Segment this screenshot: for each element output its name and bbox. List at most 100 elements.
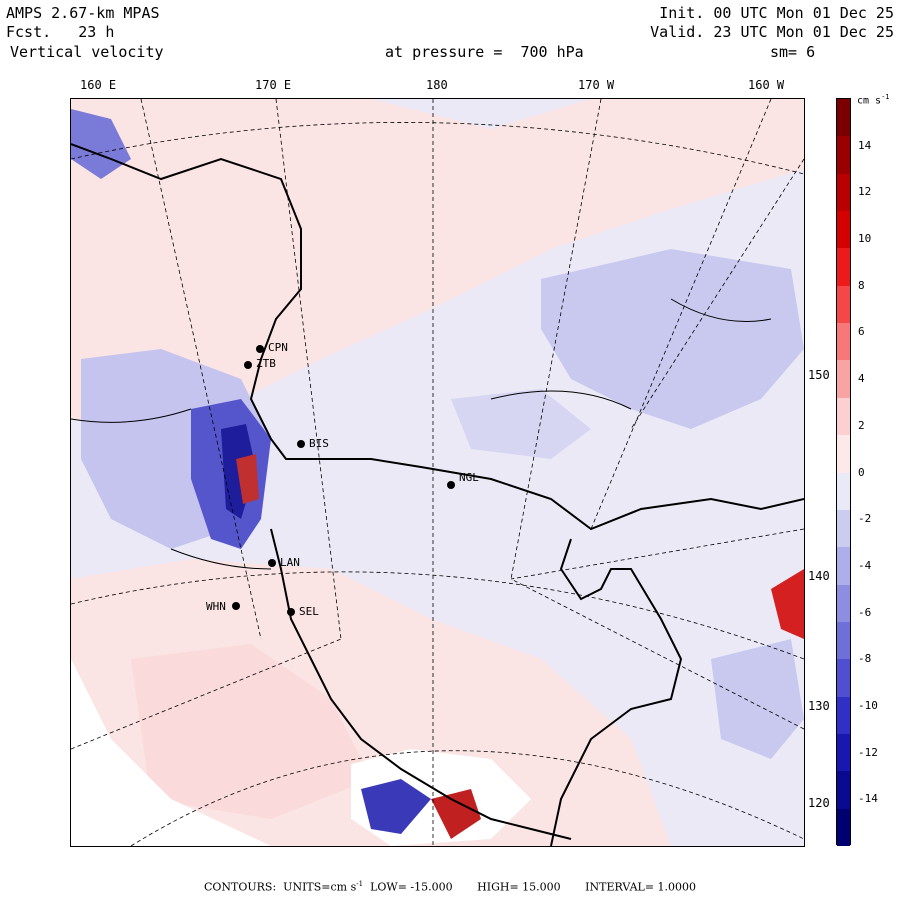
vertical-velocity-field xyxy=(71,99,804,846)
footer-interval: INTERVAL= 1.0000 xyxy=(585,880,697,894)
station-dot-bis xyxy=(297,440,305,448)
model-title: AMPS 2.67-km MPAS xyxy=(6,4,160,22)
meridian-170w xyxy=(510,99,602,580)
meridian-150w xyxy=(630,158,804,430)
pressure-value: 700 hPa xyxy=(520,43,584,61)
colorbar-units-exponent: -1 xyxy=(881,93,890,101)
coastline-ross-north xyxy=(71,143,804,531)
meridian-130w xyxy=(510,578,804,730)
init-time: Init. 00 UTC Mon 01 Dec 25 xyxy=(659,4,894,22)
pressure-label: at pressure = xyxy=(385,43,503,61)
pressure-level: at pressure = 700 hPa xyxy=(385,43,584,61)
colorbar-segment xyxy=(837,136,850,175)
station-dot-cpn xyxy=(256,345,264,353)
footer-units: UNITS=cm s xyxy=(283,880,357,894)
colorbar-segment xyxy=(837,771,850,810)
coastline-ice-shelf xyxy=(550,538,683,846)
lon-label-160w: 160 W xyxy=(748,78,785,92)
colorbar-segment xyxy=(837,696,850,735)
latitude-circle-north xyxy=(71,122,804,175)
colorbar-units-text: cm s xyxy=(857,95,882,107)
forecast-label-text: Fcst. xyxy=(6,23,52,41)
ascent-max-east xyxy=(771,569,804,639)
footer: CONTOURS: UNITS=cm s-1 LOW= -15.000 HIGH… xyxy=(0,880,900,894)
negative-region-plateau xyxy=(541,249,804,429)
station-label-lan: LAN xyxy=(280,556,300,569)
colorbar-tick-label: -4 xyxy=(858,558,872,572)
valid-time: Valid. 23 UTC Mon 01 Dec 25 xyxy=(650,23,894,41)
colorbar-tick-label: 2 xyxy=(858,418,865,432)
colorbar-segment xyxy=(837,509,850,548)
station-label-sel: SEL xyxy=(299,605,319,618)
lon-label-180: 180 xyxy=(426,78,448,92)
ascent-core xyxy=(236,454,259,504)
colorbar-tick-label: 12 xyxy=(858,185,872,199)
colorbar-tick-label: -6 xyxy=(858,605,872,619)
colorbar-tick-label: -2 xyxy=(858,512,872,526)
colorbar-segment xyxy=(837,584,850,623)
station-label-ngl: NGL xyxy=(459,471,479,484)
colorbar-segment xyxy=(837,211,850,249)
colorbar-tick-label: 4 xyxy=(858,372,865,386)
station-label-bis: BIS xyxy=(309,437,329,450)
positive-region-north xyxy=(71,99,804,429)
lon-label-160e: 160 E xyxy=(80,78,117,92)
colorbar-segment xyxy=(837,435,850,473)
colorbar-segment xyxy=(837,99,850,137)
colorbar-segment xyxy=(837,173,850,212)
colorbar xyxy=(836,98,851,847)
footer-low: LOW= -15.000 xyxy=(370,880,453,894)
smoothing: sm= 6 xyxy=(770,43,816,61)
colorbar-segment xyxy=(837,547,850,586)
forecast-hour: 23 h xyxy=(78,23,115,41)
colorbar-segment xyxy=(837,733,850,772)
colorbar-segment xyxy=(837,808,850,847)
negative-region-east xyxy=(711,639,804,759)
colorbar-segment xyxy=(837,621,850,660)
colorbar-tick-label: 8 xyxy=(858,278,865,292)
latitude-circle-south xyxy=(130,750,804,846)
colorbar-units: cm s-1 xyxy=(857,93,890,106)
colorbar-tick-label: -14 xyxy=(858,792,878,806)
map-panel xyxy=(70,98,805,847)
colorbar-segment xyxy=(837,397,850,436)
colorbar-tick-label: 0 xyxy=(858,465,865,479)
station-label-cpn: CPN xyxy=(268,341,288,354)
contour-lines xyxy=(71,298,772,570)
meridian-160e xyxy=(140,99,262,640)
station-dot-lan xyxy=(268,559,276,567)
colorbar-tick-label: -12 xyxy=(858,745,878,759)
meridian-160w xyxy=(590,99,772,530)
latitude-circle-middle xyxy=(71,571,804,660)
colorbar-segment xyxy=(837,472,850,511)
terrain-mask-west xyxy=(71,659,271,846)
colorbar-tick-label: 10 xyxy=(858,232,872,246)
coastline-west xyxy=(270,528,572,840)
footer-contours-label: CONTOURS: xyxy=(203,880,277,894)
station-label-whn: WHN xyxy=(206,600,226,613)
colorbar-segment xyxy=(837,323,850,361)
ascent-core-south xyxy=(431,789,481,839)
colorbar-segment xyxy=(837,360,850,399)
forecast-label: Fcst. 23 h xyxy=(6,23,114,41)
positive-region-ross xyxy=(131,644,371,819)
variable-name: Vertical velocity xyxy=(10,43,164,61)
station-dot-whn xyxy=(232,602,240,610)
station-label-ztb: ZTB xyxy=(256,357,276,370)
colorbar-segment xyxy=(837,285,850,324)
footer-units-exponent: -1 xyxy=(356,880,364,888)
colorbar-segment xyxy=(837,659,850,698)
station-dot-sel xyxy=(287,608,295,616)
lon-label-170e: 170 E xyxy=(255,78,292,92)
colorbar-tick-label: -10 xyxy=(858,698,878,712)
colorbar-tick-label: 14 xyxy=(858,138,872,152)
negative-region-interior xyxy=(451,389,591,459)
graticule xyxy=(71,99,804,846)
descent-core-south xyxy=(361,779,431,834)
footer-high: HIGH= 15.000 xyxy=(477,880,561,894)
station-dot-ztb xyxy=(244,361,252,369)
colorbar-tick-label: -8 xyxy=(858,652,872,666)
colorbar-segment xyxy=(837,248,850,287)
meridian-140w xyxy=(510,528,804,580)
lon-label-170w: 170 W xyxy=(578,78,615,92)
